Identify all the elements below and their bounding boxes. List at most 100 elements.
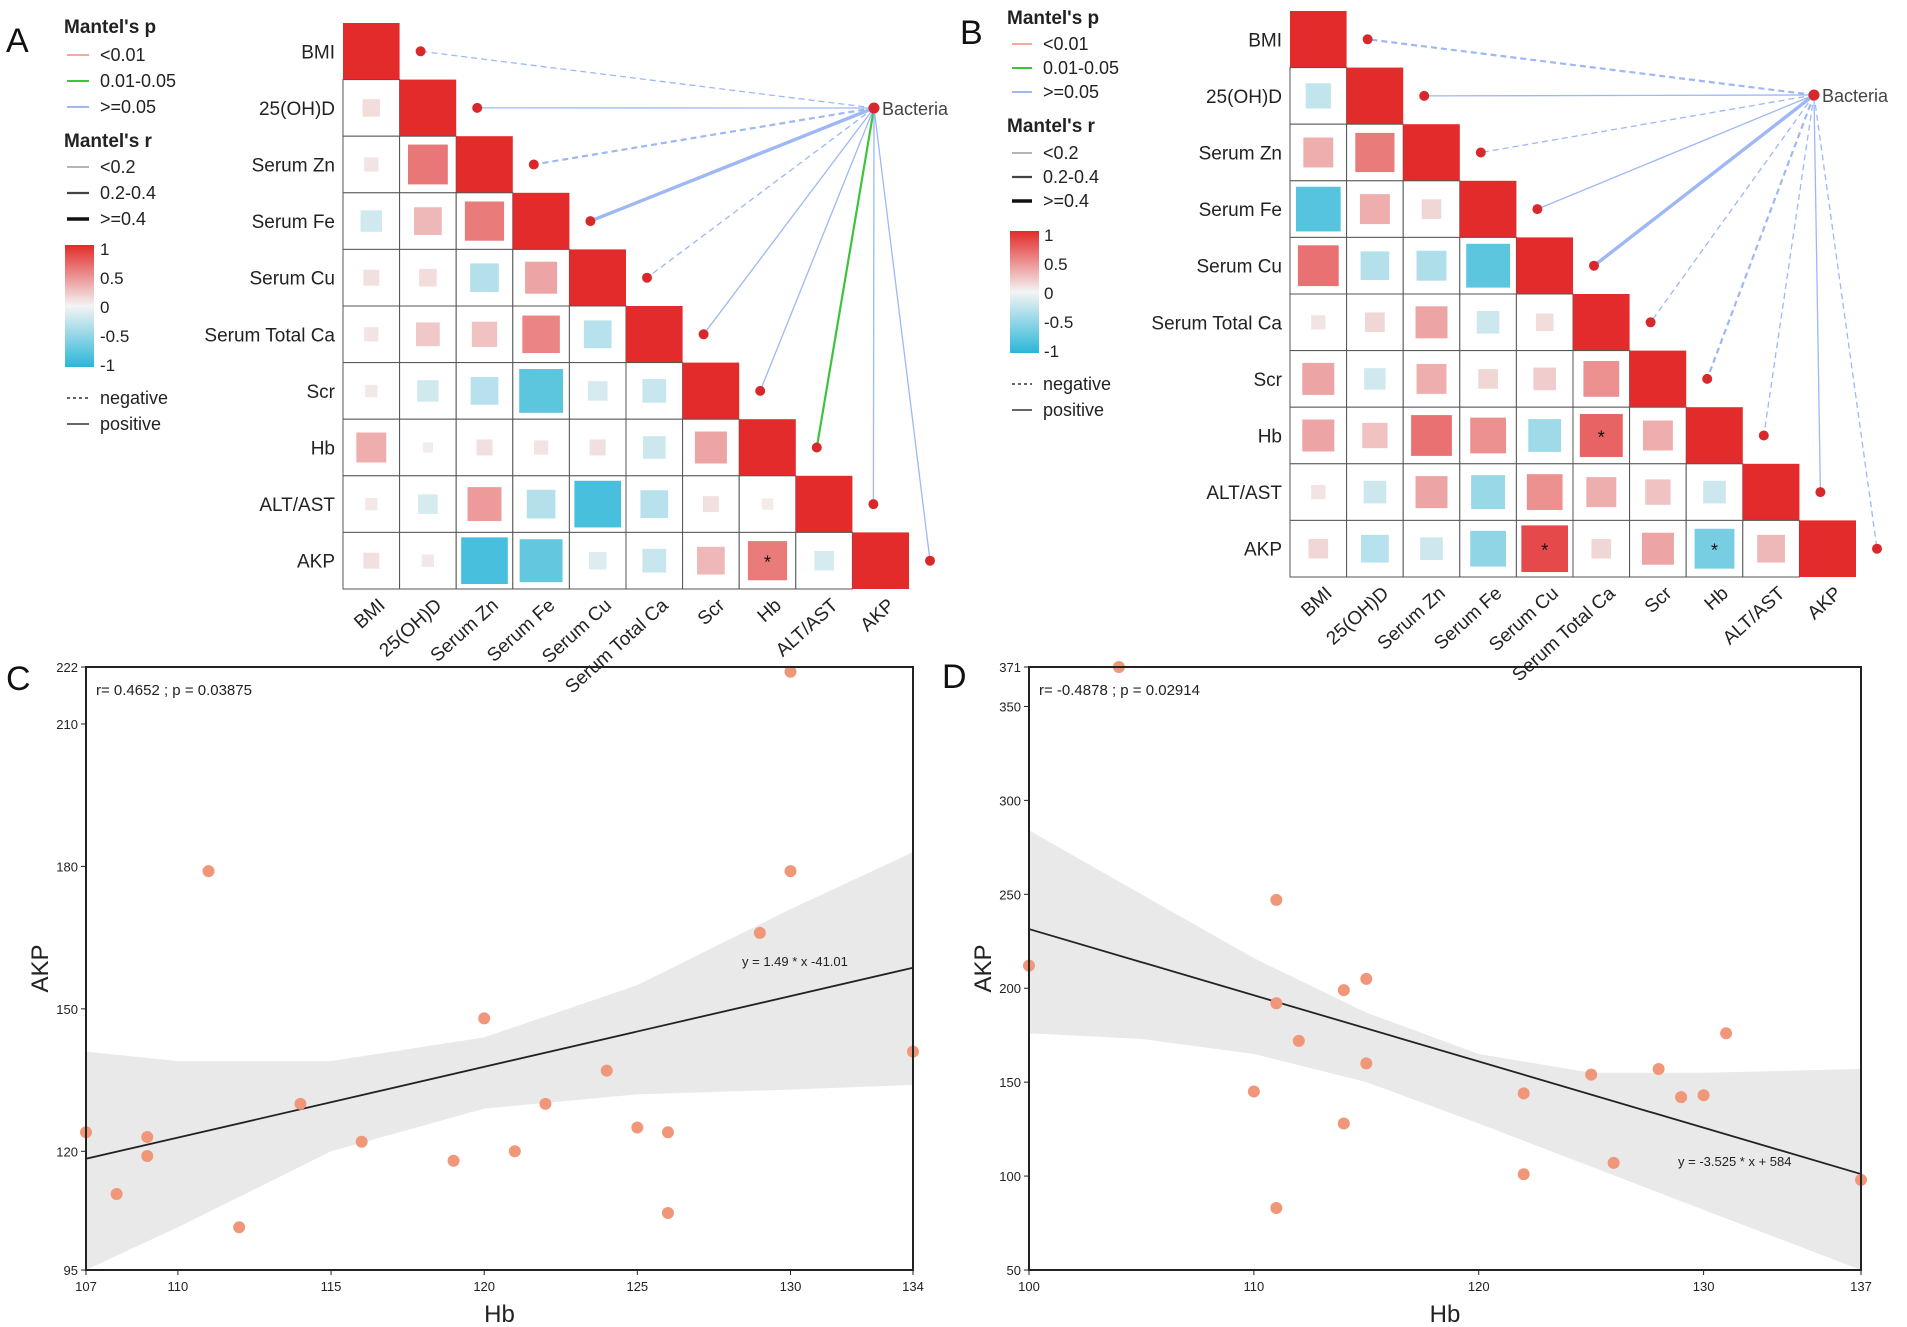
significance-star-3: *	[1711, 541, 1718, 561]
legend-B-scale-4: -0.5	[1044, 313, 1073, 332]
legend-B-p-label-1: <0.01	[1043, 34, 1089, 54]
correlation-square	[1470, 417, 1506, 454]
correlation-square	[814, 550, 834, 571]
data-point-10	[1360, 972, 1373, 985]
data-point-6	[233, 1221, 246, 1234]
row-label: Serum Cu	[249, 269, 335, 290]
correlation-square	[1583, 361, 1620, 397]
legend-A-positive-label: positive	[100, 414, 161, 434]
x-tick-label: 134	[902, 1279, 924, 1294]
legend-B-p-label-2: 0.01-0.05	[1043, 58, 1119, 78]
link-end-dot-2	[1419, 90, 1430, 101]
data-point-14	[1585, 1068, 1598, 1081]
correlation-square	[363, 552, 380, 569]
correlation-square	[1302, 419, 1335, 452]
data-point-3	[1247, 1085, 1260, 1098]
mantel-link-4	[589, 106, 875, 223]
correlation-square	[525, 261, 558, 294]
y-tick-label: 222	[56, 660, 78, 675]
diagonal-cell	[343, 23, 400, 80]
diagonal-cell	[1629, 350, 1687, 408]
legend-A-r-label-3: >=0.4	[100, 209, 146, 229]
mantel-link-8	[1763, 94, 1815, 436]
correlation-square	[1305, 83, 1331, 109]
correlation-square	[1694, 528, 1735, 569]
mantel-link-1	[420, 50, 875, 109]
x-tick-label: 100	[1018, 1279, 1040, 1294]
link-end-dot-4	[585, 216, 596, 227]
legend-B-r-label-2: 0.2-0.4	[1043, 167, 1099, 187]
column-label: AKP	[857, 595, 899, 636]
diagonal-cell	[852, 532, 909, 589]
y-tick-label: 120	[56, 1144, 78, 1159]
legend-A-scale-1: 1	[100, 240, 109, 259]
row-label: Serum Zn	[1199, 144, 1282, 165]
correlation-square	[1303, 137, 1334, 168]
scatter-plot-C: 107 110 115 120 125 130 134 95 120 150 180 210 222 r=…	[27, 660, 924, 1327]
diagonal-cell	[1459, 180, 1517, 238]
link-end-dot-2	[472, 102, 483, 113]
diagonal-cell	[1403, 124, 1460, 181]
diagonal-cell	[1290, 11, 1347, 68]
correlation-square	[1645, 479, 1671, 505]
correlation-square	[1362, 422, 1388, 449]
data-point-12	[539, 1097, 552, 1110]
diagonal-cell	[682, 362, 740, 420]
regression-line	[85, 966, 914, 1160]
legend-A-p-label-2: 0.01-0.05	[100, 71, 176, 91]
data-point-7	[294, 1097, 307, 1110]
link-end-dot-4	[1532, 204, 1543, 215]
correlation-square	[642, 548, 667, 573]
legend-A-p-label-1: <0.01	[100, 45, 146, 65]
y-tick-label: 200	[999, 981, 1021, 996]
x-tick-label: 120	[473, 1279, 495, 1294]
panel-label-A: A	[6, 22, 29, 60]
correlation-square	[421, 554, 435, 567]
legend-A-p-title: Mantel's p	[64, 17, 156, 38]
diagonal-cell	[1799, 520, 1856, 577]
correlation-square	[1586, 477, 1617, 508]
data-point-9	[1337, 1117, 1350, 1130]
correlation-square	[533, 440, 549, 455]
data-point-15	[661, 1126, 674, 1139]
correlation-square	[363, 269, 380, 286]
correlation-square	[416, 322, 440, 347]
data-point-17	[753, 926, 766, 939]
correlation-square	[364, 157, 379, 172]
x-tick-label: 110	[168, 1279, 189, 1294]
row-label: BMI	[301, 42, 335, 63]
x-tick-label: 137	[1850, 1279, 1872, 1294]
correlation-square	[422, 442, 433, 453]
correlation-square	[467, 487, 502, 522]
data-point-13	[600, 1064, 613, 1077]
correlation-square	[1355, 132, 1395, 173]
correlation-square	[1295, 186, 1341, 232]
mantel-link-3	[533, 106, 875, 166]
column-label: Hb	[1701, 583, 1733, 615]
row-label: AKP	[1244, 540, 1282, 561]
correlation-square	[1363, 480, 1387, 504]
correlation-square	[1365, 312, 1385, 333]
legend-B-colorbar	[1010, 231, 1039, 353]
correlation-square	[1421, 199, 1442, 219]
column-label: Scr	[694, 595, 730, 630]
correlation-square	[697, 546, 725, 575]
significance-star-1: *	[1598, 428, 1605, 448]
correlation-square	[587, 381, 608, 401]
link-end-dot-10	[925, 555, 935, 566]
correlation-square	[476, 439, 493, 456]
row-label: Serum Fe	[1199, 200, 1282, 221]
y-tick-label: 100	[999, 1169, 1021, 1184]
y-tick-label: 250	[999, 887, 1021, 902]
y-tick-label: 371	[999, 660, 1021, 675]
data-point-4	[141, 1150, 154, 1163]
row-label: Scr	[307, 382, 336, 403]
correlation-square	[519, 539, 563, 583]
legend-A-scale-5: -1	[100, 356, 115, 375]
bacteria-label: Bacteria	[1822, 86, 1889, 106]
x-tick-label: 110	[1243, 1279, 1264, 1294]
correlation-square	[461, 537, 508, 585]
correlation-square	[1302, 362, 1335, 395]
row-label: BMI	[1248, 30, 1282, 51]
bacteria-label: Bacteria	[882, 99, 949, 119]
